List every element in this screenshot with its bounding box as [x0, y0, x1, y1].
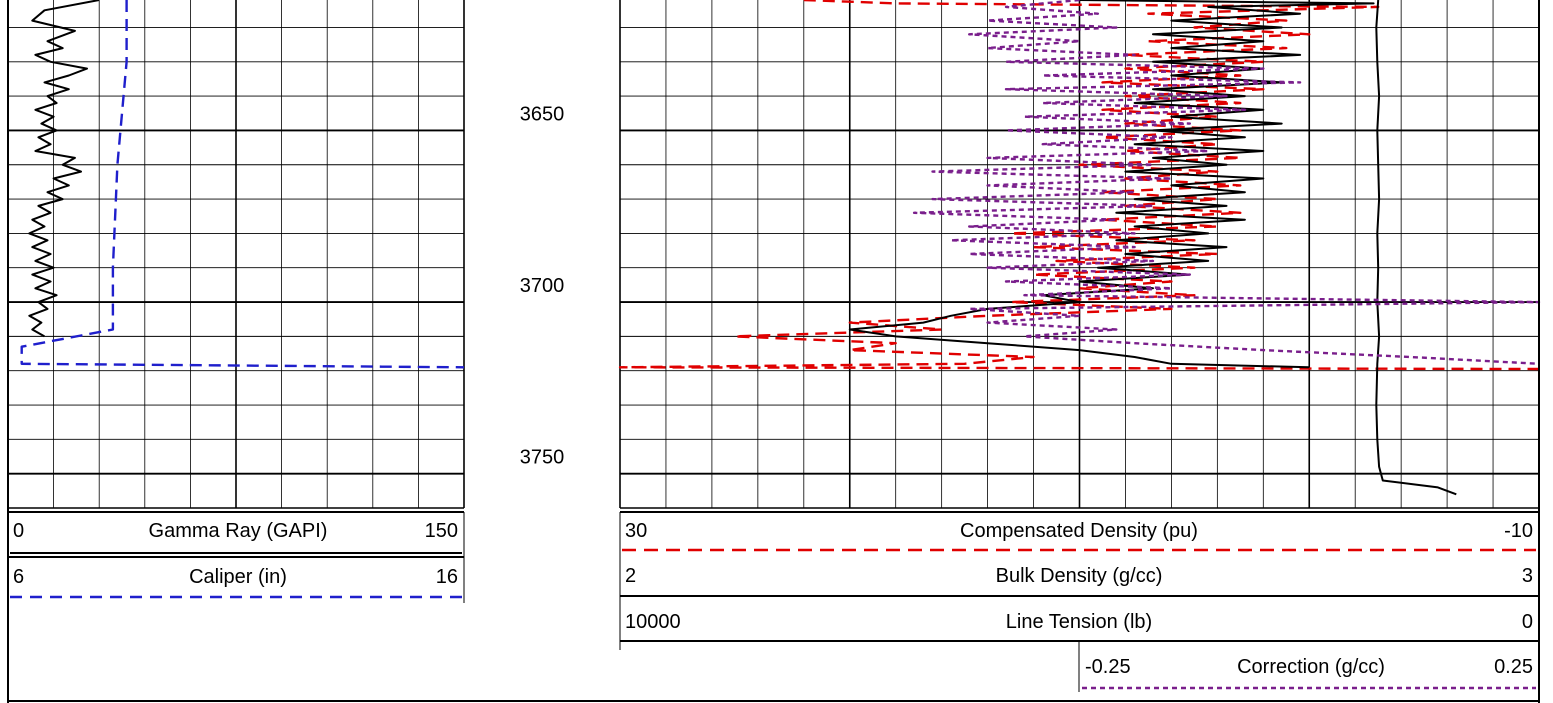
correction-curve	[912, 0, 1541, 365]
caliper-title: Caliper (in)	[189, 566, 287, 588]
line-tension-min-label: 10000	[625, 611, 681, 633]
depth-tick-label: 3650	[520, 103, 565, 125]
bulk-density-title: Bulk Density (g/cc)	[996, 565, 1163, 587]
bulk-density-max-label: 3	[1522, 565, 1533, 587]
track-1-header: 0 Gamma Ray (GAPI) 150 6 Caliper (in) 16	[8, 511, 465, 603]
depth-tick-label: 3750	[520, 447, 565, 469]
gamma-ray-max-label: 150	[425, 520, 458, 542]
caliper-max-label: 16	[436, 566, 458, 588]
gamma-ray-min-label: 0	[13, 520, 24, 542]
compensated-density-max-label: -10	[1504, 520, 1533, 542]
compensated-density-curve	[618, 0, 1540, 371]
track-3-grid	[619, 0, 1540, 509]
line-tension-title: Line Tension (lb)	[1006, 611, 1152, 633]
gamma-ray-title: Gamma Ray (GAPI)	[149, 520, 328, 542]
bulk-density-curve	[848, 0, 1375, 369]
depth-tick-label: 3700	[520, 275, 565, 297]
correction-max-label: 0.25	[1494, 656, 1533, 678]
line-tension-curve	[1375, 0, 1457, 496]
correction-title: Correction (g/cc)	[1237, 656, 1385, 678]
curves	[20, 0, 1541, 496]
caliper-curve	[20, 0, 465, 369]
gamma-ray-curve	[28, 0, 100, 338]
depth-axis: 3650 3700 3750	[520, 103, 565, 468]
line-tension-max-label: 0	[1522, 611, 1533, 633]
track-3-header: 30 Compensated Density (pu) -10 2 Bulk D…	[619, 511, 1538, 692]
caliper-min-label: 6	[13, 566, 24, 588]
compensated-density-title: Compensated Density (pu)	[960, 520, 1198, 542]
compensated-density-min-label: 30	[625, 520, 647, 542]
correction-min-label: -0.25	[1085, 656, 1131, 678]
bulk-density-min-label: 2	[625, 565, 636, 587]
track-1-grid	[7, 0, 465, 509]
